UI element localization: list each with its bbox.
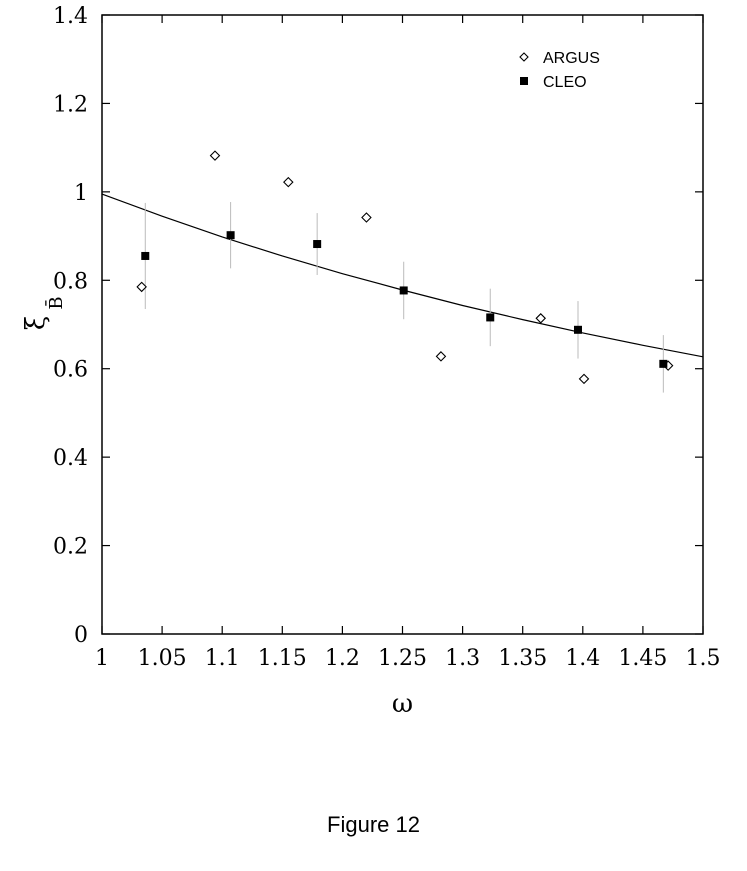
argus-point bbox=[136, 281, 147, 293]
plot-frame bbox=[101, 14, 704, 635]
x-tick-label: 1.3 bbox=[445, 646, 480, 671]
x-axis-label: ω bbox=[392, 689, 413, 719]
y-tick-label: 1 bbox=[74, 181, 88, 206]
y-tick-label: 1.4 bbox=[53, 4, 88, 29]
legend-argus-marker bbox=[519, 52, 529, 62]
fit-curve bbox=[101, 193, 704, 358]
legend-cleo-label: CLEO bbox=[543, 74, 587, 91]
argus-point bbox=[361, 212, 372, 223]
tick-labels: 1 1.05 1.1 1.15 1.2 1.25 1.3 1.35 1.4 1.45 1.5 0 0.2… bbox=[53, 4, 721, 671]
y-tick-label: 0.2 bbox=[53, 535, 88, 560]
x-tick-label: 1.05 bbox=[138, 646, 187, 671]
cleo-point bbox=[659, 359, 668, 368]
axis-ticks bbox=[101, 14, 704, 635]
cleo-point bbox=[486, 313, 495, 322]
cleo-point bbox=[226, 231, 235, 240]
x-tick-label: 1.25 bbox=[378, 646, 427, 671]
x-tick-label: 1.2 bbox=[325, 646, 360, 671]
argus-point bbox=[578, 373, 590, 385]
y-tick-label: 1.2 bbox=[53, 92, 88, 117]
x-tick-label: 1.35 bbox=[498, 646, 547, 671]
cleo-point bbox=[399, 286, 408, 295]
argus-point bbox=[209, 150, 221, 161]
cleo-point bbox=[573, 325, 582, 334]
x-tick-label: 1.4 bbox=[565, 646, 600, 671]
data-markers bbox=[136, 150, 674, 385]
y-tick-label: 0 bbox=[74, 623, 88, 648]
argus-point bbox=[283, 176, 294, 188]
x-tick-label: 1.5 bbox=[686, 646, 721, 671]
y-axis-label-main: ξ bbox=[21, 316, 51, 330]
cleo-point bbox=[313, 240, 322, 249]
figure-caption: Figure 12 bbox=[327, 812, 420, 837]
y-axis-label-sub: B̄ bbox=[44, 296, 67, 309]
chart: 1 1.05 1.1 1.15 1.2 1.25 1.3 1.35 1.4 1.45 1.5 0 0.2… bbox=[21, 4, 721, 719]
y-tick-label: 0.4 bbox=[53, 446, 88, 471]
y-axis-label: ξ B̄ bbox=[21, 296, 67, 330]
x-tick-label: 1 bbox=[95, 646, 109, 671]
legend: ARGUS CLEO bbox=[519, 50, 600, 91]
legend-cleo-marker bbox=[520, 77, 528, 85]
argus-point bbox=[535, 313, 547, 324]
x-tick-label: 1.15 bbox=[258, 646, 307, 671]
legend-argus-label: ARGUS bbox=[543, 50, 600, 67]
x-tick-label: 1.45 bbox=[618, 646, 667, 671]
x-tick-label: 1.1 bbox=[205, 646, 240, 671]
error-bars bbox=[144, 202, 664, 393]
argus-point bbox=[435, 351, 447, 362]
y-tick-label: 0.8 bbox=[53, 269, 88, 294]
y-tick-label: 0.6 bbox=[53, 358, 88, 383]
cleo-point bbox=[141, 251, 150, 260]
